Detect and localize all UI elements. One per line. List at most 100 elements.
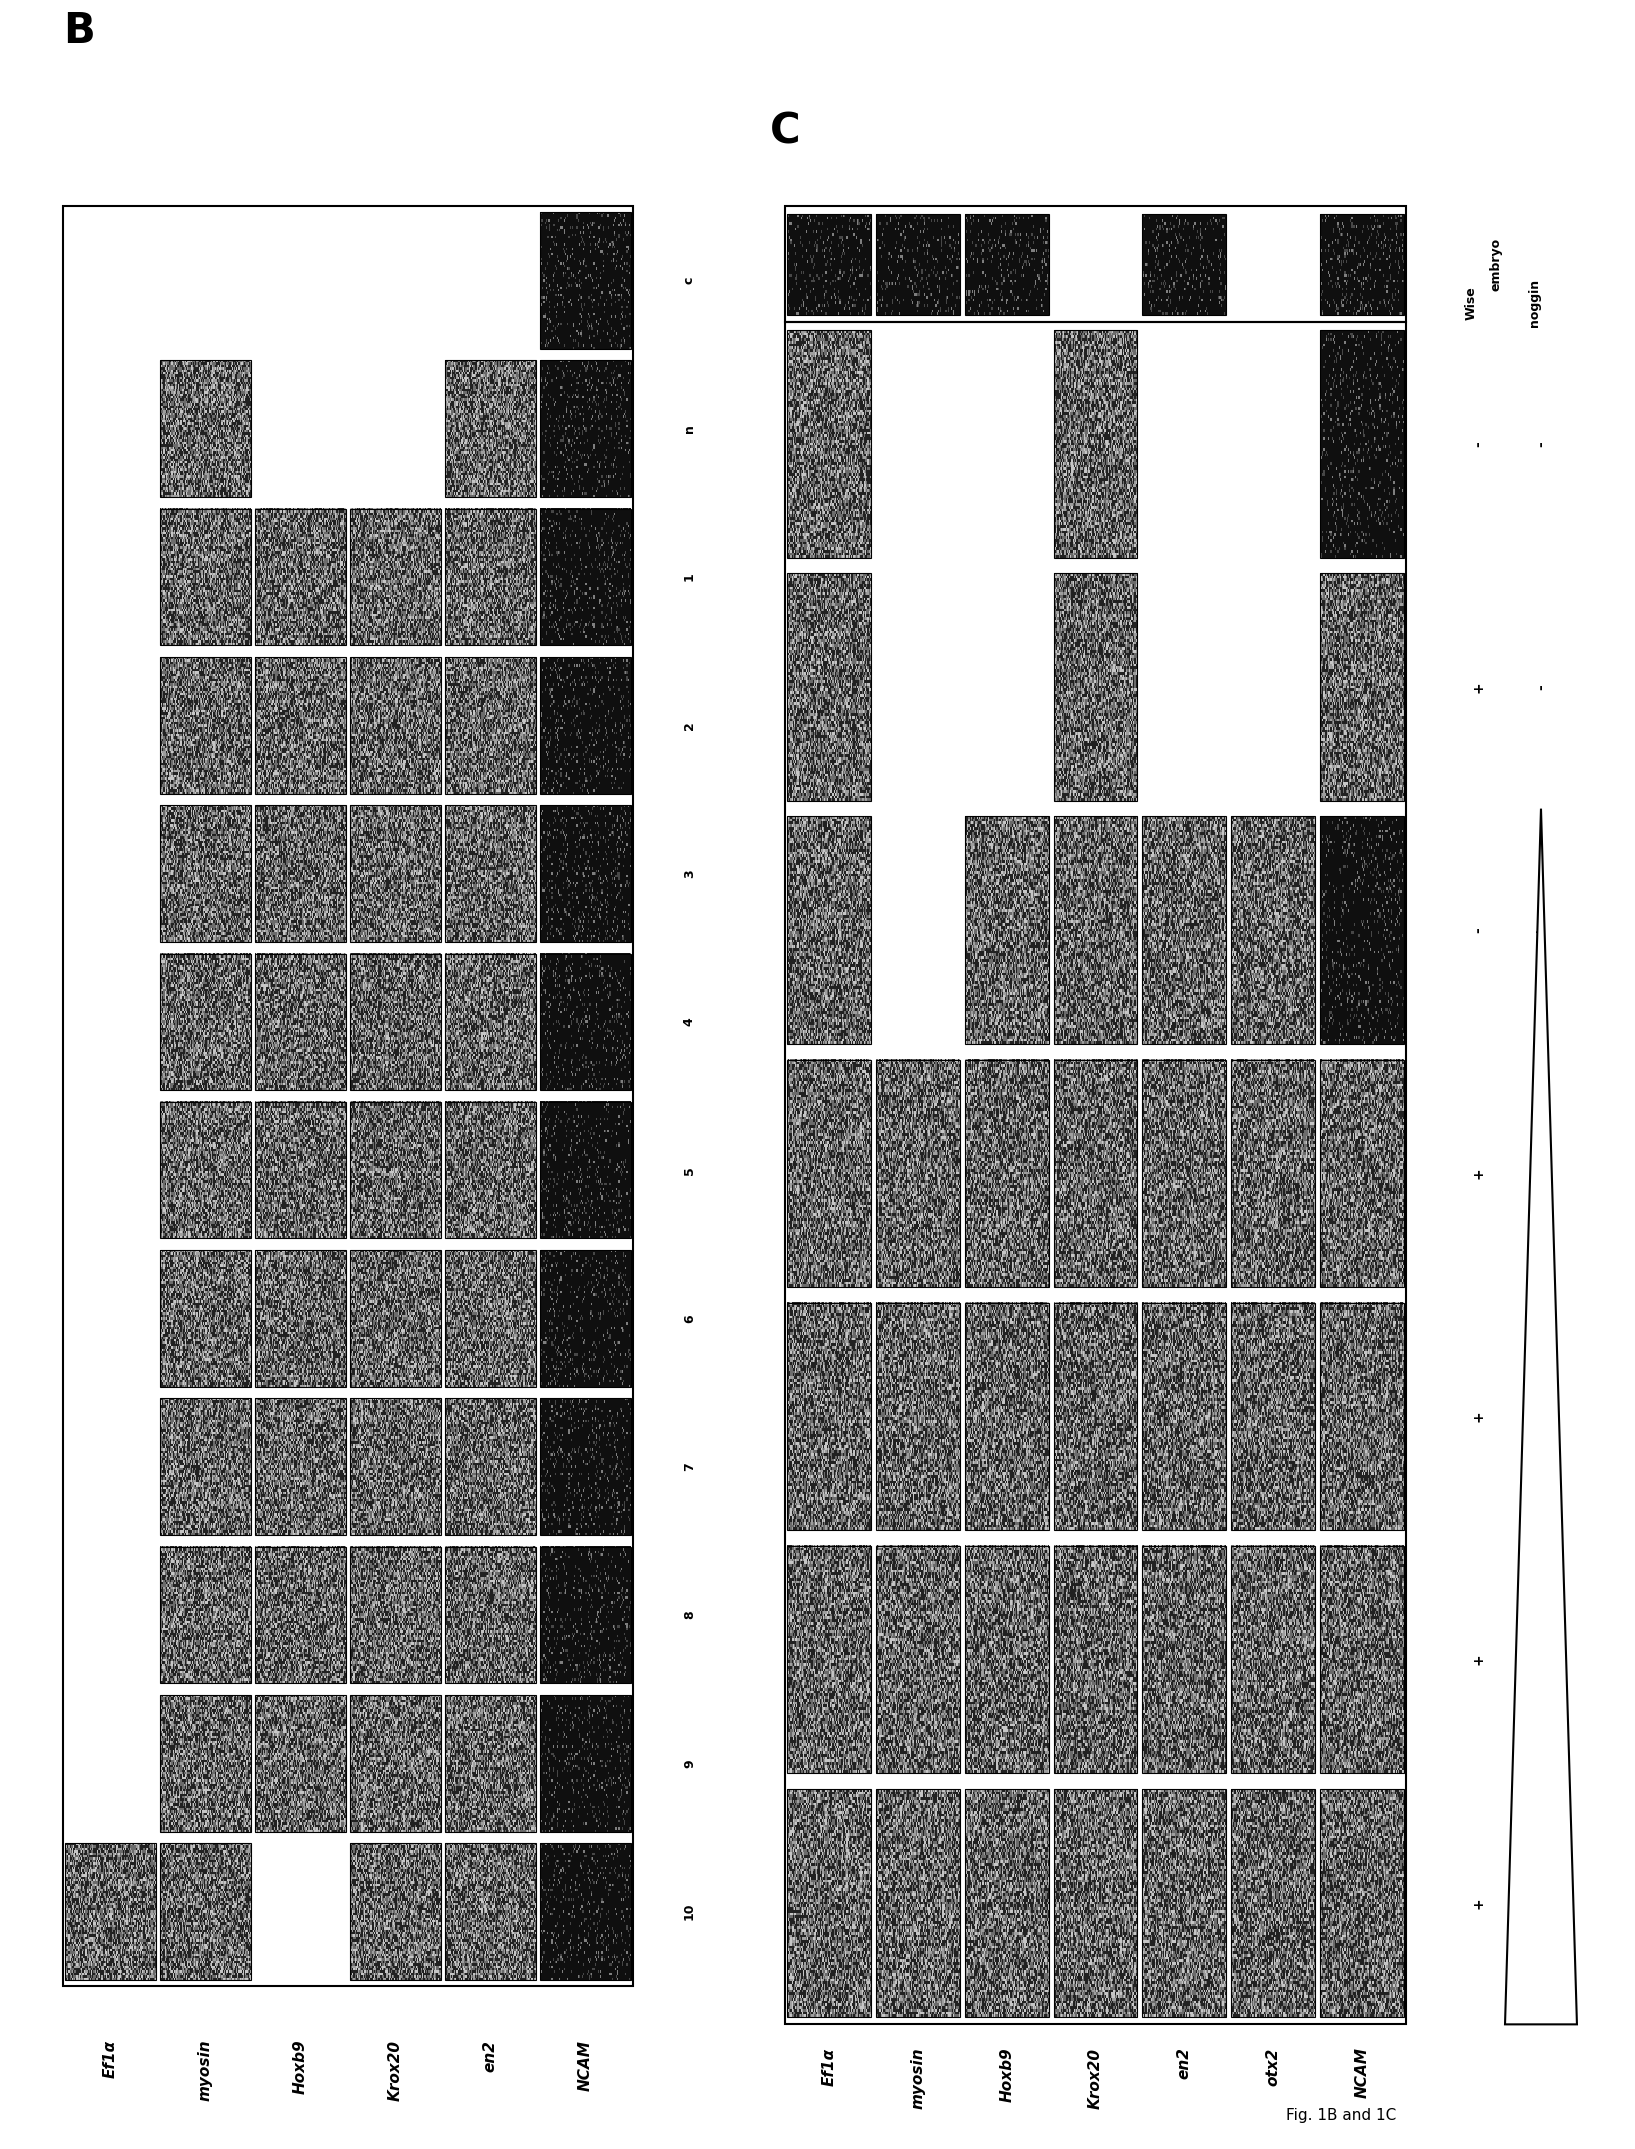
Bar: [1143, 1788, 1226, 2016]
Bar: [1053, 1059, 1138, 1287]
Text: 9: 9: [683, 1758, 697, 1769]
Bar: [255, 658, 345, 793]
Text: -: -: [1472, 441, 1485, 447]
Text: +: +: [1534, 1655, 1548, 1665]
Bar: [255, 509, 345, 645]
Bar: [1053, 817, 1138, 1044]
Text: 2: 2: [683, 720, 697, 731]
Text: +: +: [1472, 1410, 1485, 1423]
Bar: [255, 1696, 345, 1831]
Bar: [540, 658, 631, 793]
Bar: [540, 1696, 631, 1831]
Bar: [785, 206, 1406, 322]
Bar: [255, 1399, 345, 1534]
Bar: [350, 954, 441, 1090]
Bar: [445, 1102, 536, 1238]
Bar: [876, 215, 960, 314]
Bar: [1053, 1788, 1138, 2016]
Bar: [1053, 574, 1138, 802]
Text: Ef1α: Ef1α: [822, 2048, 837, 2087]
Bar: [788, 1302, 871, 1530]
Text: myosin: myosin: [911, 2048, 925, 2108]
Text: Hoxb9: Hoxb9: [293, 2039, 307, 2095]
Text: NCAM: NCAM: [577, 2039, 594, 2091]
Bar: [255, 1102, 345, 1238]
Text: +: +: [1534, 1898, 1548, 1908]
Text: 6: 6: [683, 1313, 697, 1324]
Text: -: -: [1534, 683, 1548, 690]
Bar: [788, 1059, 871, 1287]
Bar: [876, 1788, 960, 2016]
Text: Fig. 1B and 1C: Fig. 1B and 1C: [1285, 2108, 1396, 2123]
Text: C: C: [770, 110, 800, 153]
Text: embryo: embryo: [1489, 239, 1503, 290]
Bar: [1319, 1302, 1404, 1530]
Bar: [160, 361, 250, 496]
Bar: [1053, 331, 1138, 559]
Bar: [350, 658, 441, 793]
Bar: [965, 1302, 1048, 1530]
Text: 8: 8: [683, 1610, 697, 1620]
Bar: [1143, 1545, 1226, 1773]
Bar: [1053, 1302, 1138, 1530]
Bar: [965, 817, 1048, 1044]
Bar: [160, 806, 250, 941]
Bar: [788, 1545, 871, 1773]
Bar: [788, 817, 871, 1044]
Text: 1: 1: [683, 572, 697, 582]
Bar: [350, 1844, 441, 1979]
Polygon shape: [1506, 808, 1576, 2024]
Bar: [1319, 817, 1404, 1044]
Bar: [350, 509, 441, 645]
Bar: [1231, 1545, 1315, 1773]
Bar: [160, 954, 250, 1090]
Bar: [788, 215, 871, 314]
Text: Krox20: Krox20: [387, 2039, 402, 2102]
Bar: [445, 658, 536, 793]
Bar: [788, 331, 871, 559]
Bar: [445, 954, 536, 1090]
Bar: [1231, 1788, 1315, 2016]
Bar: [965, 215, 1048, 314]
Bar: [1053, 1545, 1138, 1773]
Bar: [350, 1696, 441, 1831]
Bar: [1231, 1059, 1315, 1287]
Text: -: -: [1472, 928, 1485, 933]
Bar: [1319, 331, 1404, 559]
Bar: [350, 1251, 441, 1386]
Bar: [540, 1547, 631, 1683]
Text: +: +: [1472, 1655, 1485, 1665]
Text: Hoxb9: Hoxb9: [999, 2048, 1014, 2102]
Text: noggin: noggin: [1529, 279, 1540, 327]
Text: otx2: otx2: [1265, 2048, 1280, 2087]
Bar: [965, 1545, 1048, 1773]
Text: +: +: [1472, 681, 1485, 692]
Bar: [965, 1059, 1048, 1287]
Bar: [1319, 574, 1404, 802]
Bar: [540, 1251, 631, 1386]
Bar: [160, 1102, 250, 1238]
Text: -: -: [1534, 441, 1548, 447]
Text: +: +: [1534, 924, 1548, 937]
Bar: [876, 1302, 960, 1530]
Bar: [876, 1059, 960, 1287]
Bar: [540, 1844, 631, 1979]
Bar: [540, 361, 631, 496]
Text: +: +: [1472, 1898, 1485, 1908]
Bar: [785, 322, 1406, 2024]
Text: 7: 7: [683, 1461, 697, 1472]
Bar: [445, 1844, 536, 1979]
Bar: [160, 509, 250, 645]
Bar: [350, 1102, 441, 1238]
Bar: [350, 1547, 441, 1683]
Bar: [1231, 817, 1315, 1044]
Bar: [1319, 215, 1404, 314]
Bar: [160, 1399, 250, 1534]
Bar: [1319, 1059, 1404, 1287]
Bar: [445, 1547, 536, 1683]
Bar: [540, 213, 631, 348]
Bar: [540, 1102, 631, 1238]
Bar: [160, 1547, 250, 1683]
Bar: [1143, 1059, 1226, 1287]
Bar: [445, 1399, 536, 1534]
